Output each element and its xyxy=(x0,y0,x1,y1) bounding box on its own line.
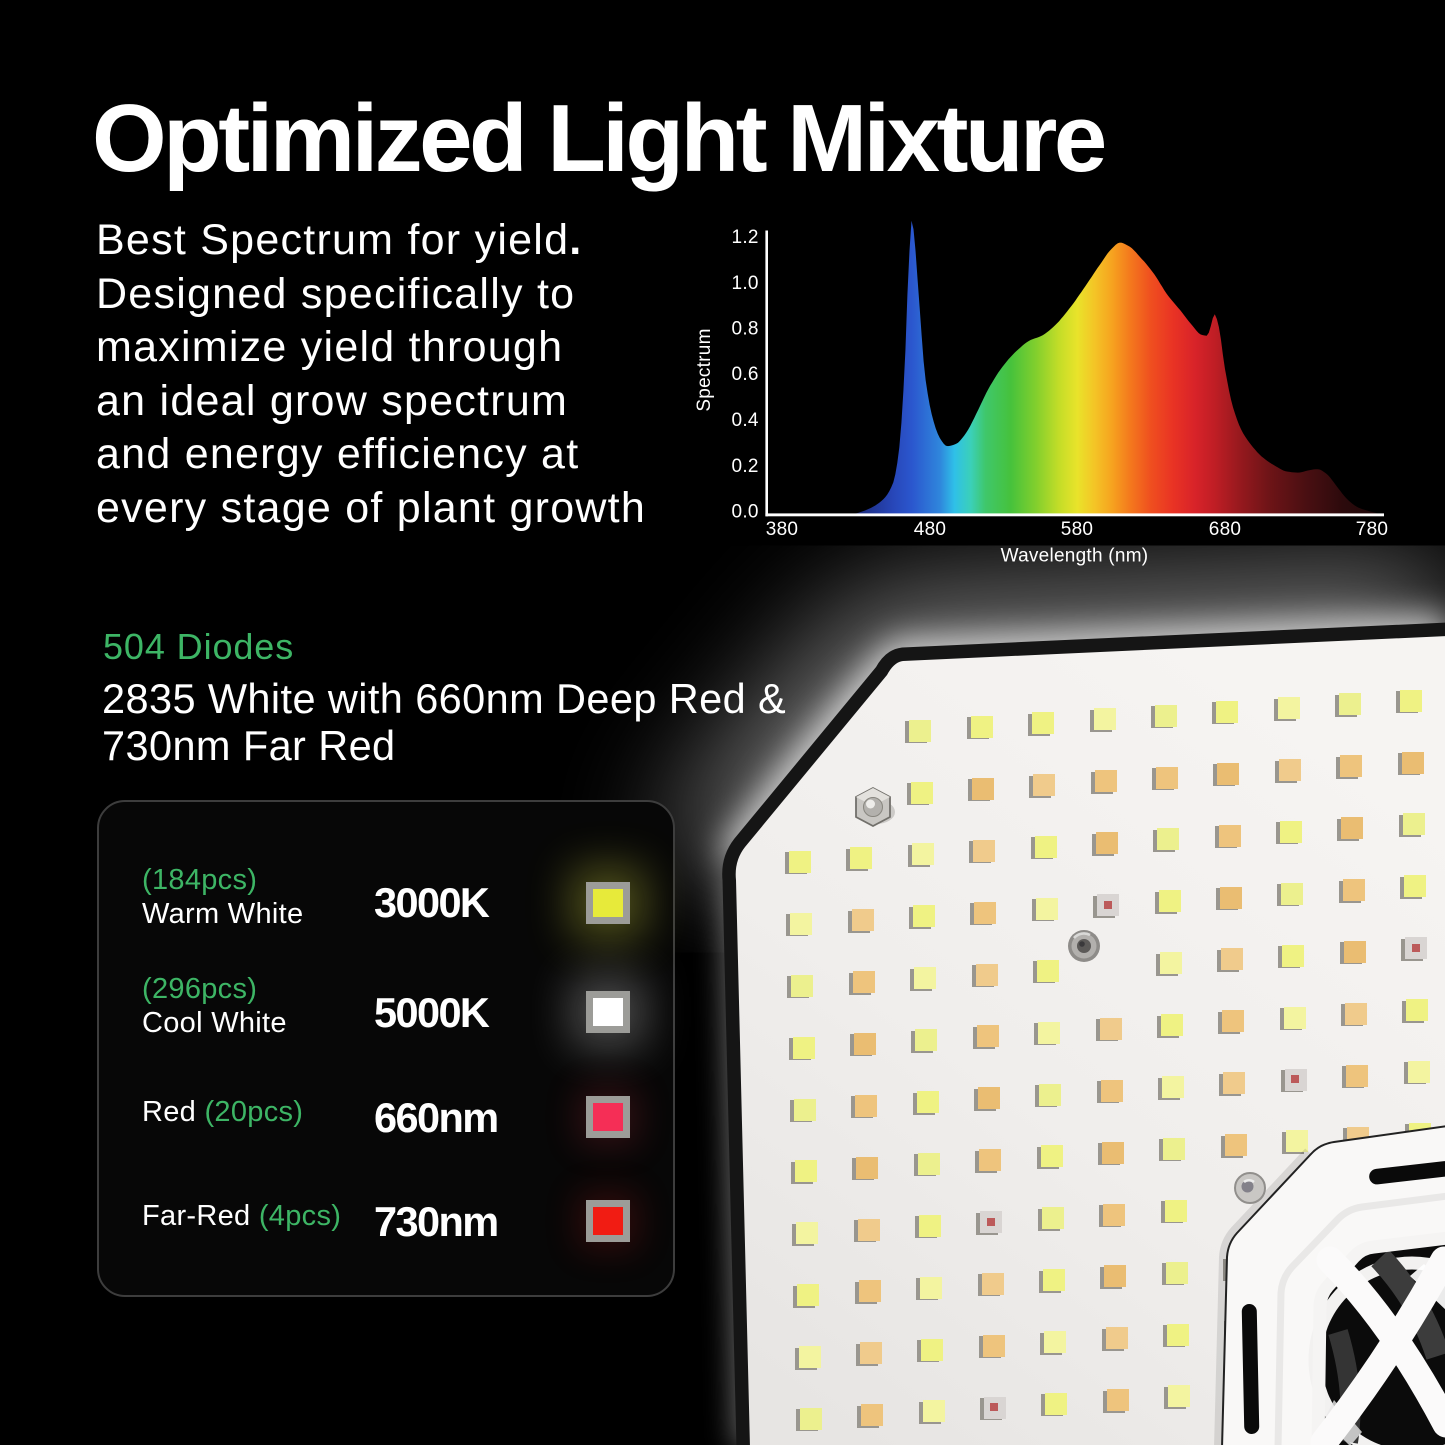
svg-text:480: 480 xyxy=(914,519,946,540)
svg-text:580: 580 xyxy=(1061,519,1093,540)
svg-text:0.2: 0.2 xyxy=(732,456,759,477)
svg-text:780: 780 xyxy=(1356,519,1388,540)
svg-text:Wavelength (nm): Wavelength (nm) xyxy=(1001,546,1149,567)
svg-text:380: 380 xyxy=(766,519,798,540)
svg-text:680: 680 xyxy=(1209,519,1241,540)
svg-text:1.2: 1.2 xyxy=(732,227,759,248)
svg-text:0.4: 0.4 xyxy=(732,410,759,431)
svg-text:0.6: 0.6 xyxy=(732,364,759,385)
svg-text:0.8: 0.8 xyxy=(732,319,759,340)
svg-text:Spectrum: Spectrum xyxy=(694,328,715,411)
svg-text:0.0: 0.0 xyxy=(732,502,759,523)
svg-text:1.0: 1.0 xyxy=(732,273,759,294)
